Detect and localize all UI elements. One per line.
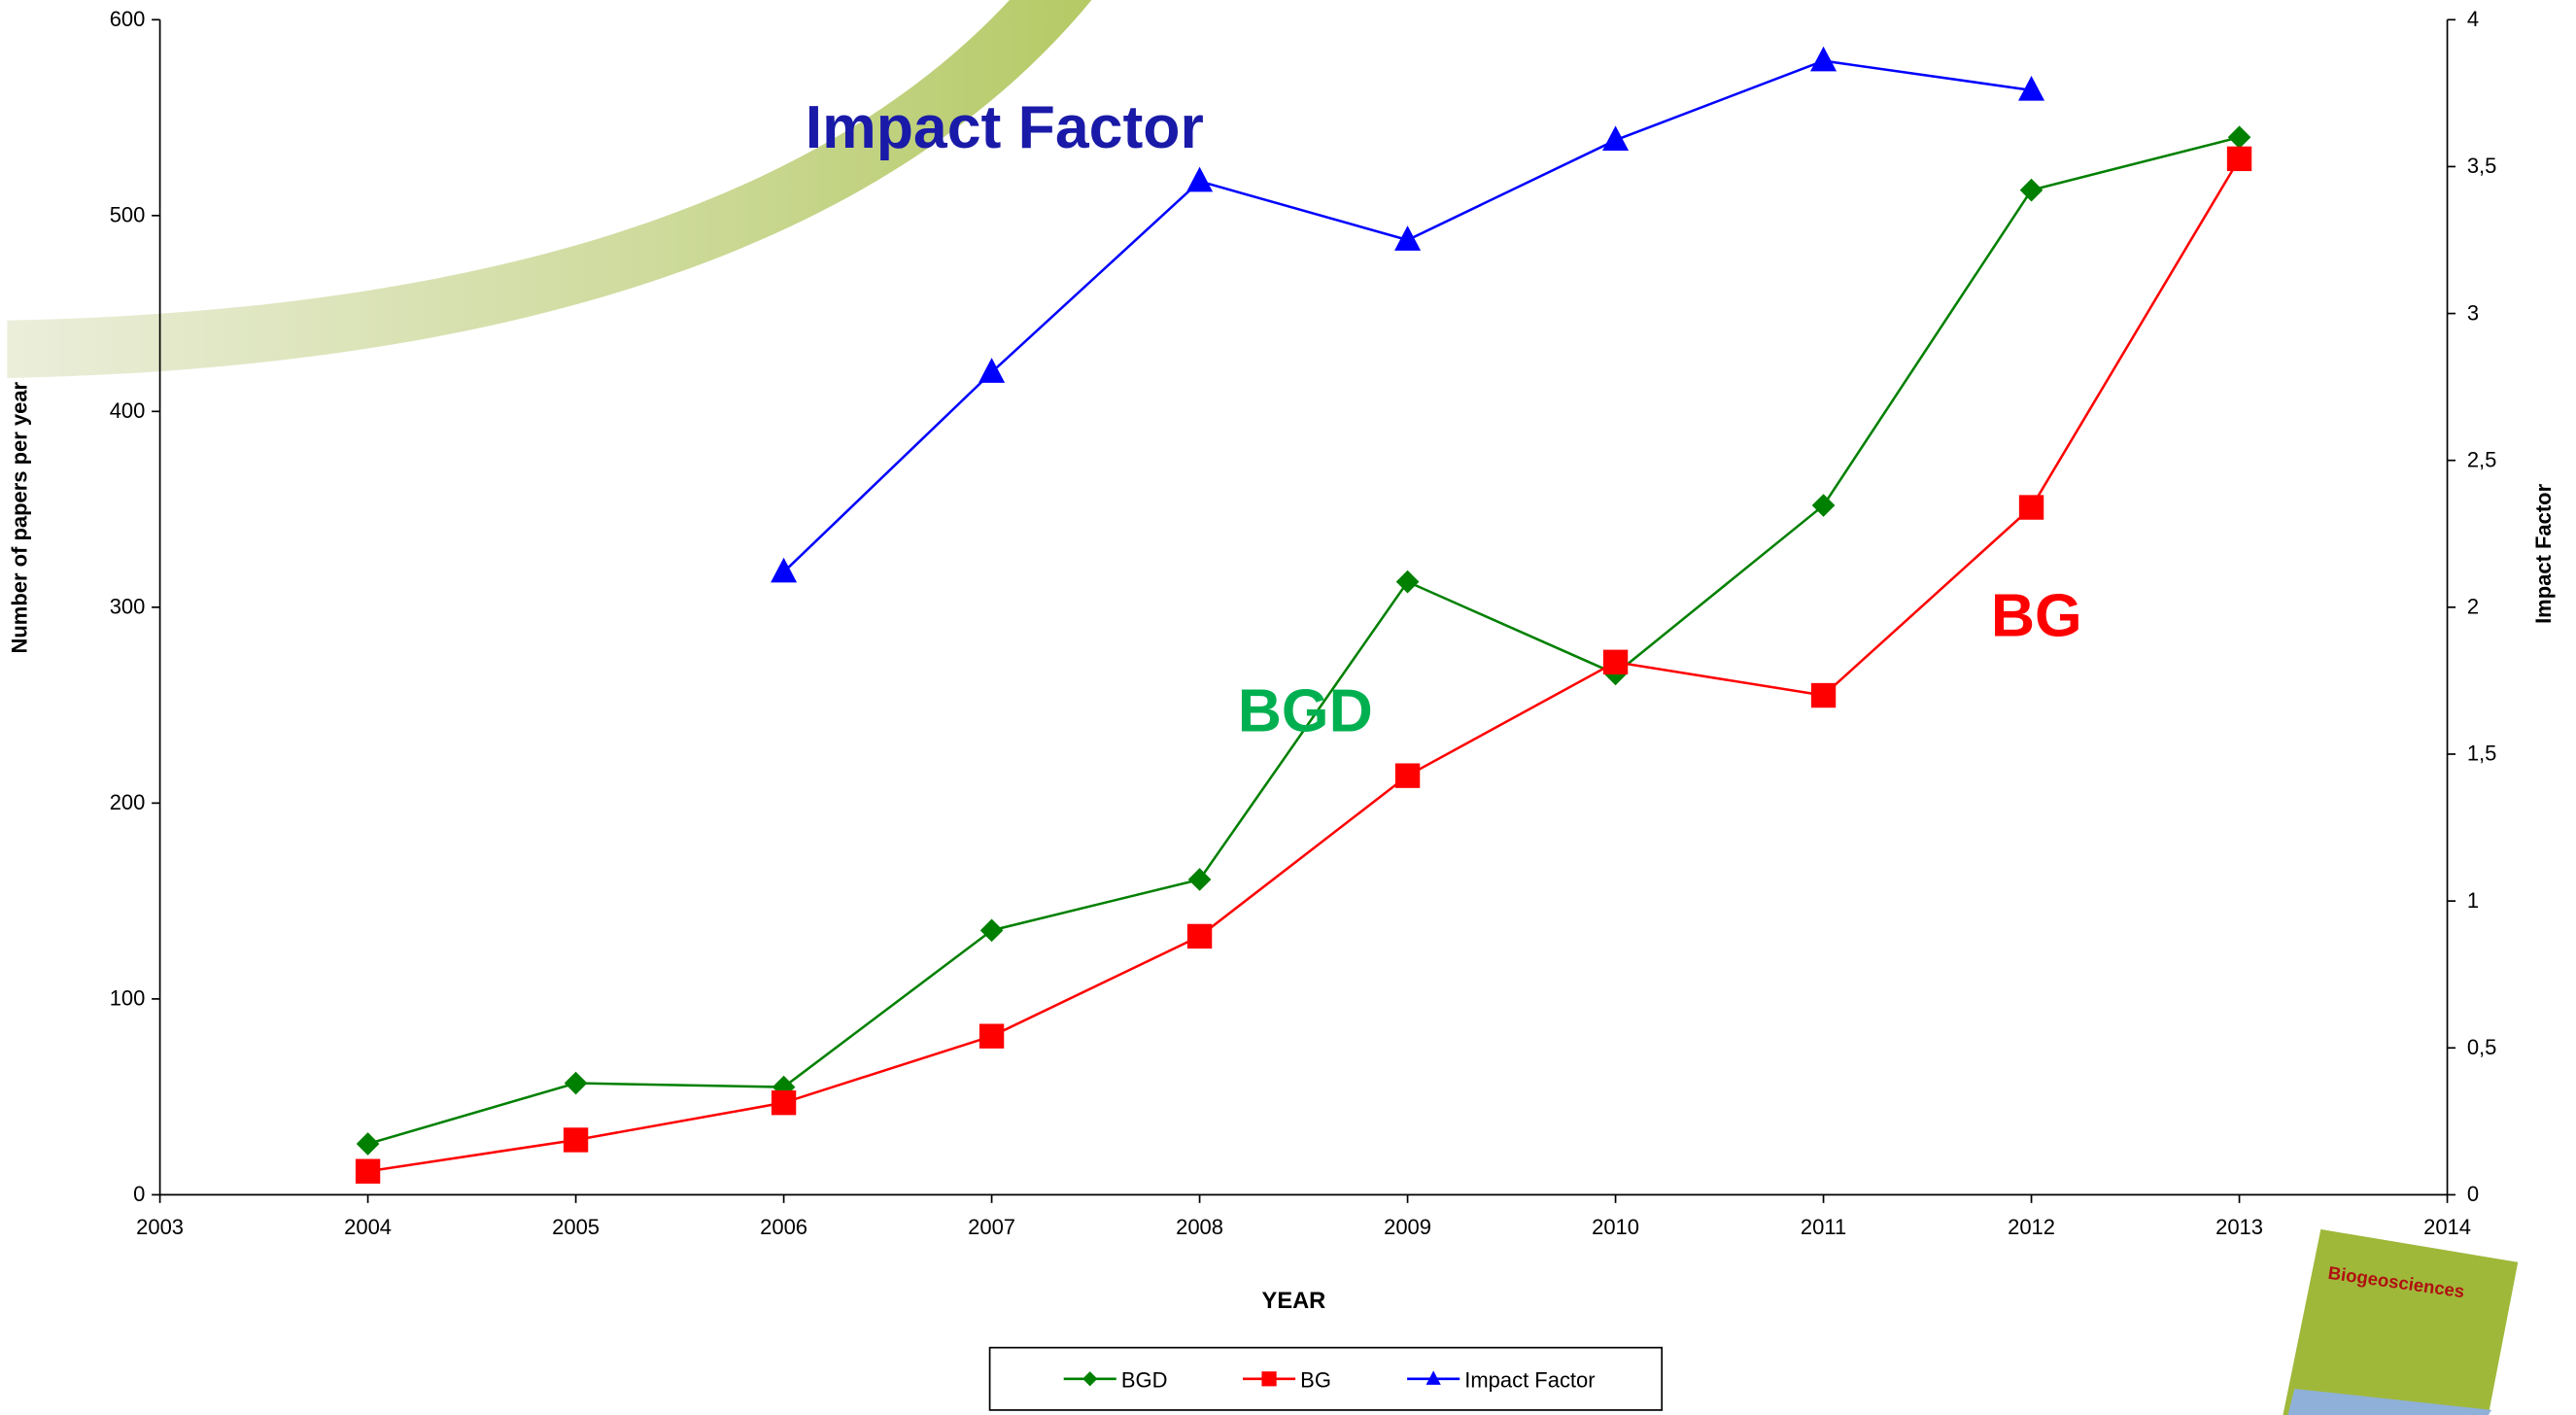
data-point [771,1090,797,1116]
data-point [1811,494,1836,517]
data-point [356,1132,380,1156]
y2-tick-label: 3 [2467,300,2479,325]
x-tick-label: 2011 [1801,1215,1846,1239]
x-tick-label: 2007 [968,1215,1015,1239]
annotation: BGD [1238,677,1373,745]
data-point [979,918,1004,943]
data-point [355,1158,381,1184]
data-point [1186,166,1214,192]
legend-marker [1425,1370,1441,1385]
y-tick-label: 0 [133,1182,145,1206]
x-tick-label: 2006 [760,1215,807,1239]
data-point [1395,569,1420,594]
y-tick-label: 500 [110,203,146,227]
x-tick-label: 2013 [2215,1215,2263,1239]
data-point [1187,868,1212,891]
series-line [367,157,2241,1173]
y2-tick-label: 0,5 [2467,1035,2497,1059]
y2-tick-label: 2 [2467,595,2479,619]
y-tick-label: 600 [110,7,146,31]
x-tick-label: 2004 [344,1215,392,1239]
data-point [1394,225,1422,251]
data-point [979,1023,1005,1049]
x-tick-label: 2012 [2008,1215,2055,1239]
x-tick-label: 2010 [1592,1215,1639,1239]
x-tick-label: 2009 [1384,1215,1431,1239]
data-point [1394,763,1421,788]
x-tick-label: 2014 [2423,1215,2471,1239]
legend-marker [1261,1371,1277,1387]
annotation: Impact Factor [806,93,1204,161]
data-point [979,358,1006,383]
y2-tick-label: 4 [2467,7,2479,31]
data-point [2018,495,2044,520]
annotation: BG [1991,581,2082,649]
series-line [367,135,2240,1146]
y-axis-label: Number of papers per year [8,381,32,653]
data-point [1602,125,1630,152]
x-tick-label: 2005 [552,1215,600,1239]
y-tick-label: 200 [110,790,146,814]
y-tick-label: 400 [110,398,146,423]
data-point [1186,923,1213,949]
x-tick-label: 2003 [136,1215,184,1239]
data-point [1810,682,1837,708]
y2-tick-label: 1 [2467,888,2479,913]
legend-marker [1082,1371,1098,1387]
x-tick-label: 2008 [1176,1215,1223,1239]
data-point [564,1071,588,1095]
y2-tick-label: 0 [2467,1182,2479,1206]
y-tick-label: 100 [110,986,146,1011]
decor-arc [7,0,1092,378]
data-point [2227,125,2251,150]
data-point [563,1127,589,1153]
y2-axis-label: Impact Factor [2531,483,2556,624]
legend-label: Impact Factor [1464,1367,1595,1392]
y2-tick-label: 3,5 [2467,154,2497,178]
y2-tick-label: 2,5 [2467,447,2497,471]
legend-label: BGD [1121,1367,1168,1392]
x-axis-label: YEAR [1262,1289,1326,1314]
data-point [771,557,798,583]
y2-tick-label: 1,5 [2467,742,2497,766]
data-point [1810,46,1838,72]
data-point [2226,146,2252,172]
cover: Biogeosciences [2283,1228,2519,1415]
data-point [2019,178,2044,202]
data-point [2018,75,2045,101]
legend-label: BG [1300,1367,1331,1392]
y-tick-label: 300 [110,595,146,619]
data-point [1602,649,1629,674]
